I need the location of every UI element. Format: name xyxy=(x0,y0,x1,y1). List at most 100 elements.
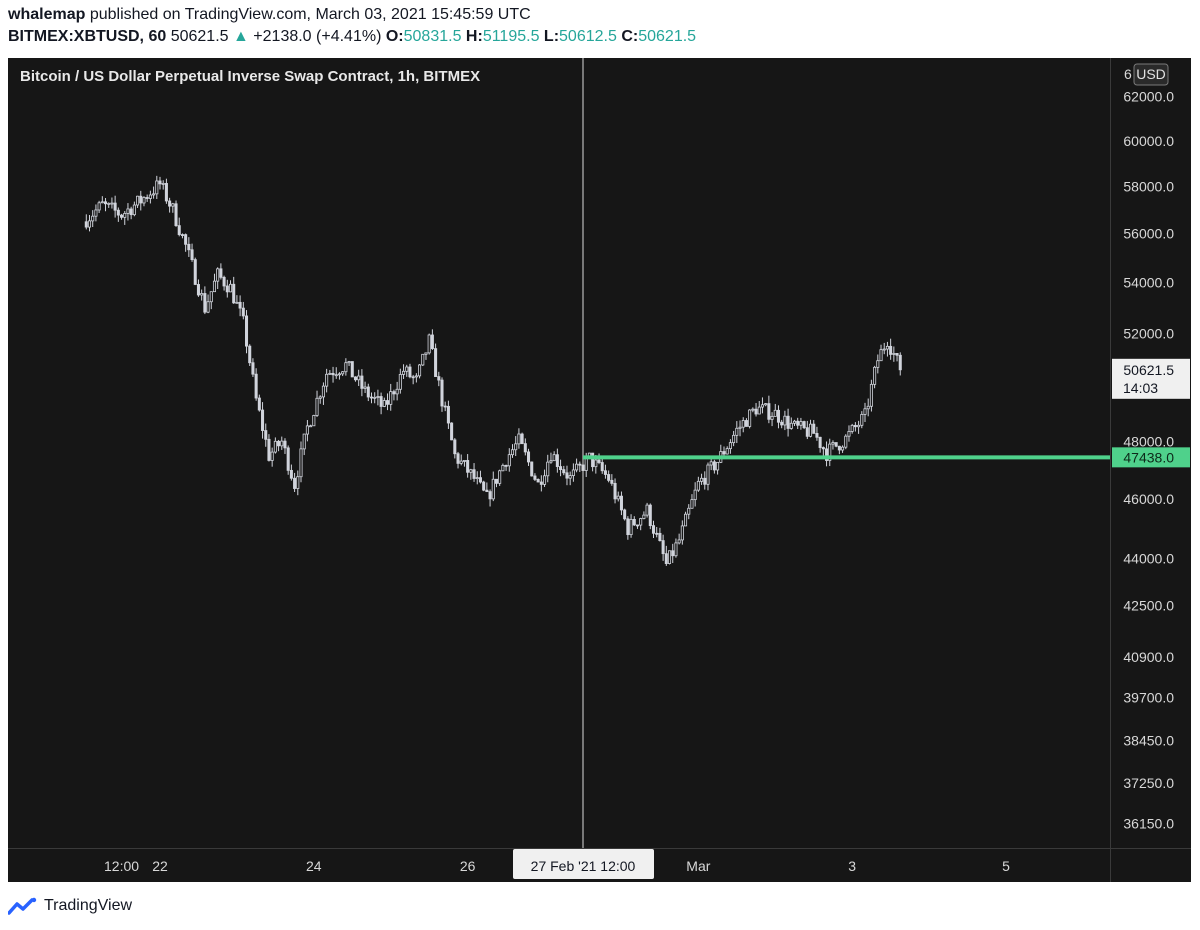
candle-body xyxy=(789,422,793,429)
candle-body xyxy=(341,371,345,375)
candle-body xyxy=(302,433,306,450)
candle-body xyxy=(235,301,239,304)
candle-body xyxy=(254,373,258,399)
candle-body xyxy=(421,353,425,366)
candle-body xyxy=(392,391,396,395)
candle-body xyxy=(825,448,829,461)
high-label: H: xyxy=(465,28,483,45)
candle-body xyxy=(219,268,223,278)
candle-body xyxy=(132,204,136,216)
y-tick-label: 54000.0 xyxy=(1123,275,1174,291)
candle-body xyxy=(251,362,255,375)
candle-body xyxy=(664,553,668,564)
candle-body xyxy=(434,348,438,377)
change-arrow-icon: ▲ xyxy=(233,28,249,45)
candle-body xyxy=(863,408,867,415)
y-tick-label: 39700.0 xyxy=(1123,689,1174,705)
candle-body xyxy=(158,180,162,185)
candle-body xyxy=(107,202,111,205)
candle-body xyxy=(216,268,220,282)
candle-body xyxy=(623,509,627,520)
y-tick-label: 6 xyxy=(1124,66,1132,82)
candle-body xyxy=(869,383,873,407)
y-tick-label: 44000.0 xyxy=(1123,551,1174,567)
candle-body xyxy=(751,408,755,411)
candle-body xyxy=(773,409,777,417)
candle-body xyxy=(84,221,88,228)
candle-body xyxy=(565,472,569,479)
candle-body xyxy=(732,434,736,444)
candle-body xyxy=(562,469,566,474)
candle-body xyxy=(546,461,550,477)
candle-body xyxy=(446,405,450,424)
candle-body xyxy=(148,194,152,199)
candle-body xyxy=(613,482,617,500)
candle-body xyxy=(113,202,117,211)
candle-body xyxy=(536,478,540,483)
candle-body xyxy=(145,197,149,199)
candle-body xyxy=(164,183,168,202)
price-chart[interactable]: Bitcoin / US Dollar Perpetual Inverse Sw… xyxy=(0,0,1200,890)
candle-body xyxy=(552,454,556,462)
candle-body xyxy=(837,445,841,451)
candle-body xyxy=(559,466,563,471)
candle-body xyxy=(597,459,601,463)
x-tick-label: 22 xyxy=(152,858,168,874)
candle-body xyxy=(603,470,607,475)
candle-body xyxy=(116,209,120,216)
candle-body xyxy=(293,477,297,489)
candle-body xyxy=(510,449,515,456)
candle-body xyxy=(892,353,896,355)
candle-body xyxy=(591,452,595,468)
candle-body xyxy=(347,361,351,364)
published-text: published on TradingView.com, March 03, … xyxy=(89,6,531,23)
crosshair-time-bg xyxy=(513,849,654,879)
candle-body xyxy=(725,448,729,455)
candle-body xyxy=(248,345,252,364)
candle-body xyxy=(427,334,431,354)
candle-body xyxy=(607,474,611,481)
candle-body xyxy=(161,183,165,185)
candle-body xyxy=(286,447,290,471)
candle-body xyxy=(494,478,498,484)
candle-body xyxy=(658,532,662,542)
candle-body xyxy=(104,201,108,205)
candle-body xyxy=(97,202,101,211)
candle-body xyxy=(437,376,441,381)
candle-body xyxy=(741,420,745,428)
candle-body xyxy=(261,409,265,431)
candle-body xyxy=(568,475,572,479)
candle-body xyxy=(190,249,194,261)
candle-body xyxy=(792,420,797,424)
candle-body xyxy=(674,542,678,557)
candle-body xyxy=(411,376,415,379)
candle-body xyxy=(450,422,454,441)
candle-body xyxy=(222,276,226,287)
candle-body xyxy=(517,433,521,445)
low-value: 50612.5 xyxy=(559,28,617,45)
candle-body xyxy=(786,415,790,429)
candle-body xyxy=(277,440,281,447)
candle-body xyxy=(321,385,325,398)
candle-body xyxy=(482,481,486,491)
candle-body xyxy=(110,202,114,205)
candle-body xyxy=(379,396,383,407)
y-tick-label: 46000.0 xyxy=(1123,491,1174,507)
candle-body xyxy=(709,461,713,466)
candle-body xyxy=(462,460,466,462)
candle-body xyxy=(555,454,559,467)
candle-body xyxy=(693,489,697,501)
x-tick-label: 24 xyxy=(306,858,322,874)
candle-body xyxy=(453,439,457,455)
candle-body xyxy=(651,525,656,534)
candle-body xyxy=(828,443,832,461)
x-tick-label: Mar xyxy=(686,858,710,874)
candle-body xyxy=(373,396,377,399)
candle-body xyxy=(805,427,809,437)
candle-body xyxy=(841,446,845,451)
candle-body xyxy=(629,519,633,536)
candle-body xyxy=(459,460,463,464)
low-label: L: xyxy=(543,28,560,45)
candle-body xyxy=(139,195,143,204)
last-price: 50621.5 xyxy=(170,28,229,45)
